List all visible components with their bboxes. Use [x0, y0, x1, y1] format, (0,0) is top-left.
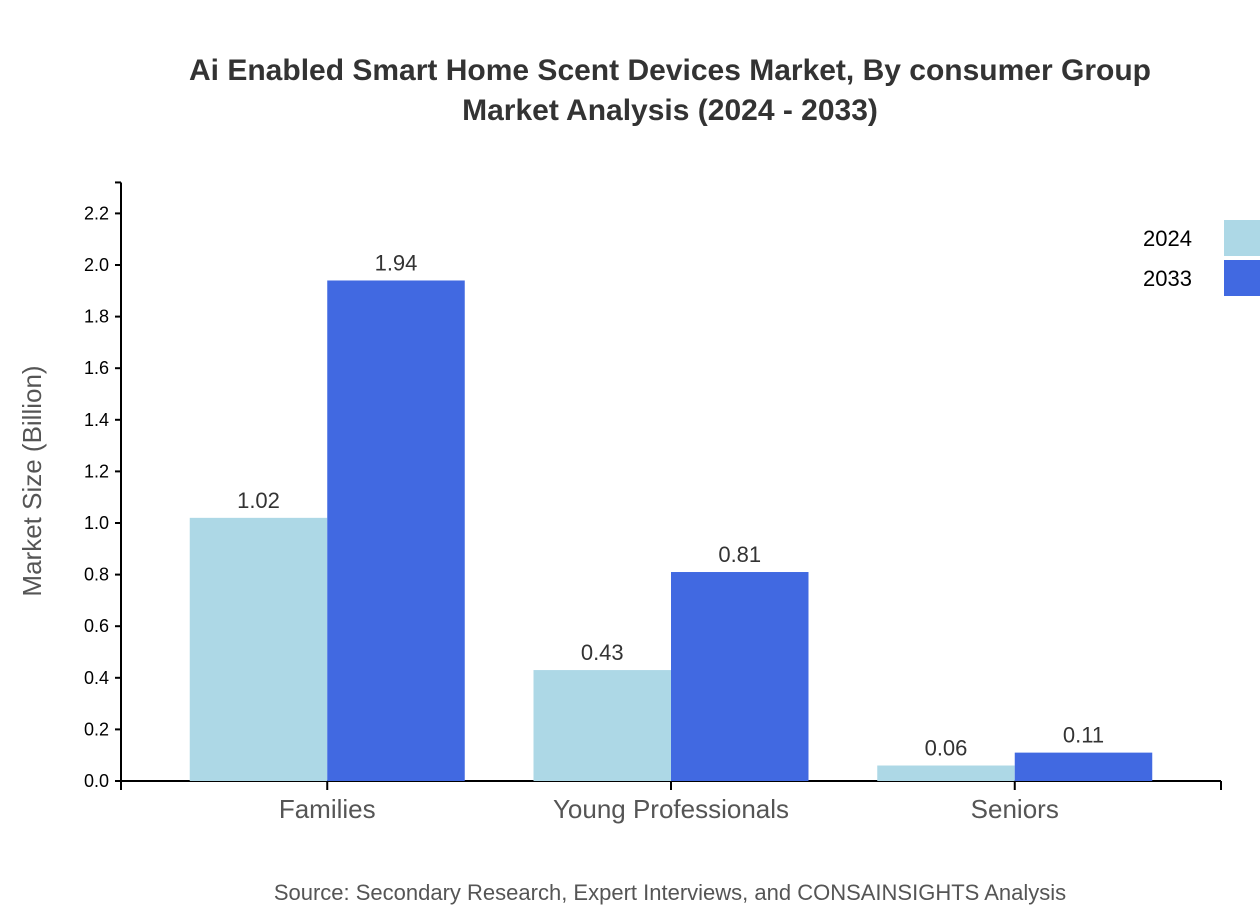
y-axis-label: Market Size (Billion)	[17, 365, 47, 596]
y-tick-label: 0.4	[84, 668, 109, 688]
y-tick-label: 0.0	[84, 771, 109, 791]
y-tick-label: 1.8	[84, 307, 109, 327]
data-label: 1.02	[237, 488, 280, 513]
legend-swatch-2033	[1224, 260, 1260, 296]
y-tick-label: 0.2	[84, 719, 109, 739]
y-tick-label: 1.0	[84, 513, 109, 533]
legend: 2024 2033	[1143, 220, 1260, 296]
x-axis: Families Young Professionals Seniors	[120, 780, 1222, 824]
source-note: Source: Secondary Research, Expert Inter…	[274, 880, 1066, 905]
bar-2024-seniors	[877, 765, 1015, 781]
data-label: 0.06	[925, 736, 968, 761]
y-tick-label: 0.8	[84, 565, 109, 585]
data-label: 0.11	[1063, 723, 1104, 748]
y-tick-label: 2.2	[84, 203, 109, 223]
y-tick-label: 1.4	[84, 410, 109, 430]
y-tick-label: 2.0	[84, 255, 109, 275]
y-tick-label: 0.6	[84, 616, 109, 636]
data-label: 0.81	[718, 542, 761, 567]
y-axis: 0.0 0.2 0.4 0.6 0.8 1.0 1.2 1.4 1.6 1.8 2.0 2.2	[84, 181, 122, 791]
bar-2033-families	[327, 280, 465, 781]
legend-label: 2024	[1143, 226, 1192, 251]
bar-2024-families	[189, 517, 328, 781]
x-tick-label: Families	[279, 794, 376, 824]
x-tick-label: Seniors	[971, 794, 1059, 824]
bar-2033-seniors	[1014, 752, 1153, 781]
y-tick-label: 1.2	[84, 461, 109, 481]
y-tick-label: 1.6	[84, 358, 109, 378]
chart-title-line1: Ai Enabled Smart Home Scent Devices Mark…	[189, 54, 1151, 87]
bar-2024-young-professionals	[533, 670, 671, 781]
bars: 1.02 1.94 0.43 0.81 0.06 0.11	[189, 250, 1153, 781]
legend-swatch-2024	[1224, 220, 1260, 256]
x-tick-label: Young Professionals	[553, 794, 789, 824]
bar-2033-young-professionals	[671, 572, 809, 781]
data-label: 1.94	[375, 250, 418, 275]
data-label: 0.43	[581, 640, 624, 665]
chart-title-line2: Market Analysis (2024 - 2033)	[462, 94, 878, 127]
legend-label: 2033	[1143, 266, 1192, 291]
